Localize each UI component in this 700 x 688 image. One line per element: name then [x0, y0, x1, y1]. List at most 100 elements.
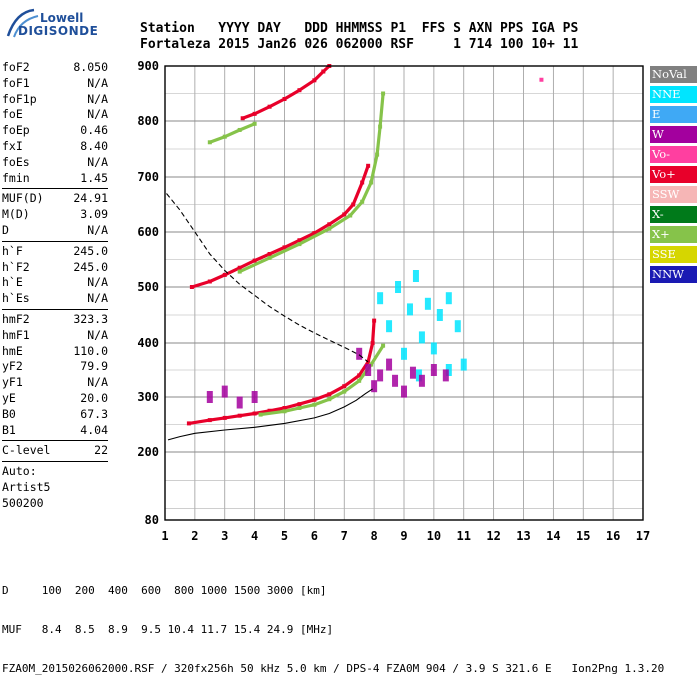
spread-echo-mark — [386, 358, 393, 371]
spread-echo-mark — [356, 347, 363, 360]
trace-point — [360, 199, 365, 204]
x-tick-label: 15 — [576, 529, 590, 543]
spread-echo-mark — [251, 391, 258, 403]
trace-line — [187, 319, 376, 425]
param-value: 67.3 — [80, 406, 108, 421]
spread-echo-mark — [454, 320, 461, 333]
param-value: N/A — [87, 222, 108, 237]
param-yf1: yF1 N/A — [2, 375, 108, 391]
param-name: D — [2, 222, 9, 237]
digisonde-logo-mark-icon — [6, 8, 39, 38]
trace-point — [267, 408, 272, 413]
param-value: 1.45 — [80, 170, 108, 185]
legend-nnw: NNW — [650, 266, 697, 283]
param-value: N/A — [87, 327, 108, 342]
x-tick-label: 8 — [371, 529, 378, 543]
spread-echo-mark — [395, 281, 402, 293]
param-name: hmF2 — [2, 311, 30, 326]
trace-point — [237, 265, 242, 270]
trace-point — [267, 252, 272, 256]
param-name: foE — [2, 107, 23, 122]
spread-echo-mark — [430, 364, 437, 376]
trace-point — [342, 384, 347, 389]
param-name: hmE — [2, 343, 23, 358]
trace-point — [357, 373, 362, 378]
polarization-legend: NoVal NNE E W Vo- Vo+ SSW X- X+ SSE NNW — [650, 66, 697, 286]
brand-line1: Lowell — [40, 11, 84, 25]
spread-echo-mark — [401, 385, 407, 398]
y-tick-label: 400 — [137, 336, 159, 350]
spread-echo-mark — [392, 374, 399, 387]
param-fmin: fmin 1.45 — [2, 171, 108, 187]
trace-point — [357, 378, 362, 383]
trace-point — [297, 406, 302, 410]
param-hf: h`F 245.0 — [2, 244, 108, 260]
param-value: 245.0 — [73, 243, 108, 258]
param-b0: B0 67.3 — [2, 407, 108, 423]
y-tick-label: 200 — [137, 445, 159, 459]
param-fof2: foF2 8.050 — [2, 60, 108, 76]
param-fof1p: foF1p N/A — [2, 92, 108, 108]
trace-point — [222, 134, 227, 139]
param-value: 79.9 — [80, 359, 108, 374]
trace-point — [252, 411, 257, 416]
trace-point — [237, 269, 242, 274]
ionogram-chart: 1 2 3 4 5 6 7 8 9 10 11 12 13 14 15 16 17 80200300400500… — [137, 59, 650, 543]
legend-vo-: Vo- — [650, 146, 697, 163]
param-note: Artist5 — [2, 479, 51, 494]
param-value: 24.91 — [73, 191, 108, 206]
param-divider — [2, 440, 108, 442]
spread-echo-mark — [460, 358, 467, 371]
param-name: h`Es — [2, 291, 30, 306]
spread-echo-mark — [409, 366, 416, 379]
legend-ssw: SSW — [650, 186, 697, 203]
trace-point — [252, 258, 257, 263]
param-yf2: yF2 79.9 — [2, 359, 108, 375]
spread-echo-mark — [424, 297, 431, 310]
x-tick-label: 9 — [400, 529, 407, 543]
param-name: C-level — [2, 443, 51, 458]
footer-distance-row: D 100 200 400 600 800 1000 1500 3000 [km… — [2, 584, 327, 597]
trace-point — [327, 226, 332, 231]
trace-point — [348, 213, 353, 218]
header-values: Fortaleza 2015 Jan26 026 062000 RSF 1 71… — [140, 37, 579, 52]
trace-point — [372, 318, 377, 323]
param-value: 323.3 — [73, 311, 108, 326]
spread-echo-mark — [236, 396, 243, 409]
trace-point — [252, 111, 257, 116]
trace-line — [238, 91, 385, 274]
x-tick-label: 3 — [221, 529, 228, 543]
param-value: 22 — [94, 443, 108, 458]
trace-line — [259, 344, 385, 417]
x-tick-label: 14 — [546, 529, 560, 543]
param-value: 20.0 — [80, 390, 108, 405]
trace-point — [366, 359, 371, 364]
y-tick-label: 300 — [137, 390, 159, 404]
param-value: N/A — [87, 75, 108, 90]
spread-echo-mark — [365, 364, 372, 376]
param-value: 8.050 — [73, 60, 108, 74]
trace-point — [297, 242, 302, 247]
trace-point — [237, 127, 242, 132]
trace-point — [327, 392, 332, 397]
trace-point — [297, 238, 302, 243]
param-name: yE — [2, 390, 16, 405]
param-divider — [2, 461, 108, 463]
footer-file-row: FZA0M_2015026062000.RSF / 320fx256h 50 k… — [2, 662, 665, 675]
spread-echo-mark — [371, 380, 378, 393]
param-name: foF1 — [2, 75, 30, 90]
param-b1: B1 4.04 — [2, 423, 108, 439]
x-tick-labels: 1 2 3 4 5 6 7 8 9 10 11 12 13 14 15 16 17 — [161, 529, 650, 543]
x-tick-label: 17 — [636, 529, 650, 543]
param-foep: foEp 0.46 — [2, 123, 108, 139]
param-name: hmF1 — [2, 327, 30, 342]
header-labels: Station YYYY DAY DDD HHMMSS P1 FFS S AXN… — [140, 21, 579, 36]
trace-point — [222, 272, 227, 277]
param-mufd: MUF(D) 24.91 — [2, 191, 108, 207]
y-tick-labels: 80 200 300 400 500 600 700 800 900 — [137, 59, 159, 527]
trace-point — [258, 412, 263, 417]
trace-point — [207, 140, 212, 145]
x-tick-label: 2 — [191, 529, 198, 543]
trace-point — [282, 97, 287, 101]
param-name: B1 — [2, 422, 16, 437]
